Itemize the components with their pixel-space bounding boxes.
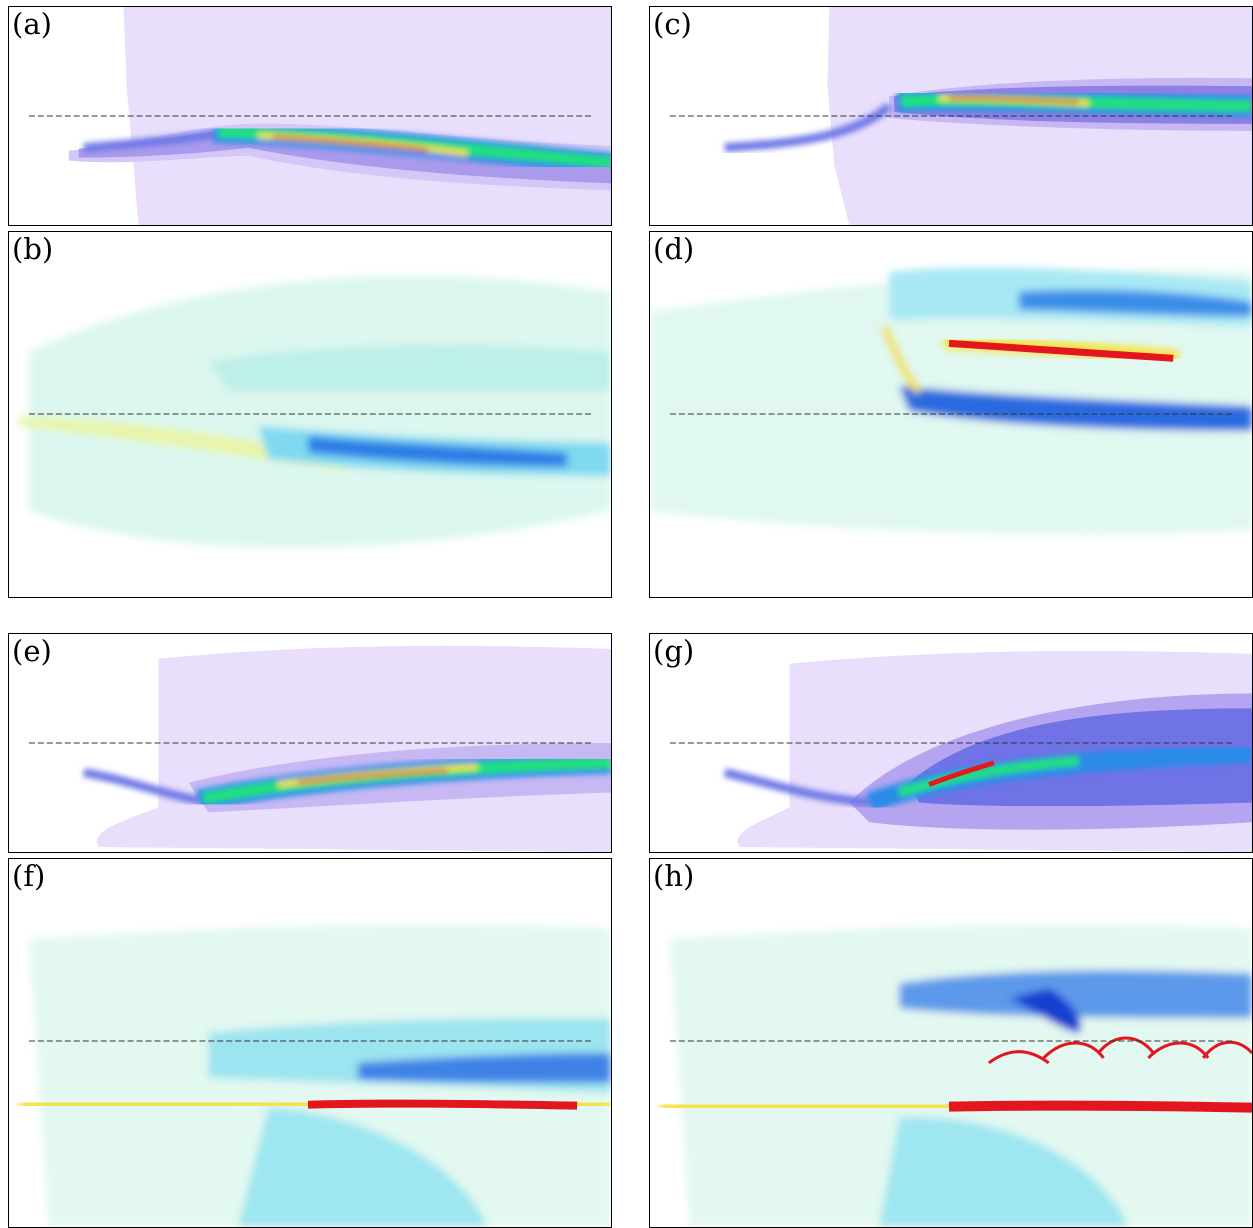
panel-b: (b)	[8, 231, 612, 598]
panel-label: (f)	[12, 859, 46, 893]
field-region	[1008, 988, 1082, 1034]
panel-label: (a)	[12, 7, 52, 41]
field-region	[208, 344, 611, 392]
panel-label: (e)	[12, 634, 52, 668]
panel-d: (d)	[649, 231, 1253, 598]
jet-core-red	[273, 135, 428, 152]
field-region	[308, 435, 568, 467]
panel-h-plot	[659, 924, 1252, 1227]
jet-core-red	[307, 1099, 578, 1110]
field-region	[879, 1117, 1129, 1227]
filament-tail	[83, 768, 200, 805]
jet-core-green	[897, 755, 1080, 798]
panel-label: (h)	[653, 859, 695, 893]
panel-c-plot	[669, 7, 1252, 225]
panel-a: (a)	[8, 6, 612, 226]
jet-core-red	[928, 760, 995, 787]
field-region	[880, 324, 923, 394]
panel-h: (h)	[649, 858, 1253, 1228]
panel-b-plot	[18, 275, 611, 548]
halo-layer	[78, 128, 611, 184]
field-region	[357, 1052, 611, 1083]
field-region	[1018, 289, 1252, 317]
panel-g-plot	[669, 650, 1252, 852]
panel-a-plot	[28, 7, 611, 225]
field-region	[18, 415, 348, 471]
panel-label: (c)	[653, 7, 692, 41]
background-field	[123, 7, 611, 225]
panel-e-plot	[28, 645, 611, 852]
filament-tail	[724, 102, 893, 153]
panel-label: (b)	[12, 232, 54, 266]
jet-core-red	[949, 96, 1079, 104]
panel-g: (g)	[649, 633, 1253, 853]
panel-d-plot	[650, 267, 1252, 535]
panel-e: (e)	[8, 633, 612, 853]
panel-label: (d)	[653, 232, 695, 266]
jet-core-red	[948, 339, 1174, 362]
filament-tail	[723, 768, 870, 807]
vortex-chain	[987, 1036, 1252, 1065]
panel-label: (g)	[653, 634, 695, 668]
field-region	[899, 970, 1252, 1019]
field-region	[238, 1107, 488, 1227]
panel-f: (f)	[8, 858, 612, 1228]
panel-f-plot	[18, 924, 611, 1227]
jet-core-red	[297, 769, 448, 785]
panel-c: (c)	[649, 6, 1253, 226]
field-region	[899, 386, 1252, 431]
filament-tail	[83, 129, 215, 153]
field-region	[28, 275, 611, 548]
jet-core-red	[948, 1100, 1252, 1113]
